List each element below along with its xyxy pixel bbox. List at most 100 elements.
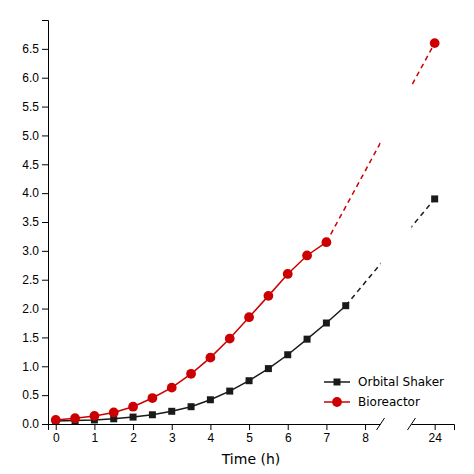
y-tick-mark <box>42 424 48 425</box>
series-line <box>56 306 346 421</box>
point <box>431 195 438 202</box>
y-tick: 0.5 <box>22 388 48 402</box>
point <box>130 414 137 421</box>
y-tick-mark <box>42 78 48 79</box>
y-tick-mark <box>42 251 48 252</box>
x-tick-mark <box>210 424 211 430</box>
y-tick: 5.0 <box>22 129 48 143</box>
legend: Orbital Shaker Bioreactor <box>324 375 444 409</box>
axis-break-mask <box>381 18 412 426</box>
point <box>284 351 291 358</box>
x-tick: 8 <box>362 424 369 445</box>
legend-swatch-marker <box>334 379 341 386</box>
point <box>149 411 156 418</box>
y-tick-label: 1.5 <box>22 331 39 345</box>
y-tick-mark <box>42 107 48 108</box>
y-tick: 3.5 <box>22 215 48 229</box>
point <box>70 413 80 423</box>
x-tick-mark <box>56 424 57 430</box>
x-tick: 24 <box>428 424 442 445</box>
point <box>167 383 177 393</box>
x-tick-label: 3 <box>169 431 176 445</box>
x-tick: 3 <box>169 424 176 445</box>
point <box>207 396 214 403</box>
y-tick: 0.0 <box>22 417 48 431</box>
x-tick-mark <box>94 424 95 430</box>
y-tick: 6.5 <box>22 42 48 56</box>
y-tick-label: 5.5 <box>22 100 39 114</box>
y-tick: 2.5 <box>22 273 48 287</box>
plot: 012345678240.00.51.01.52.02.53.03.54.04.… <box>22 18 454 467</box>
x-tick: 1 <box>92 424 99 445</box>
point <box>226 388 233 395</box>
y-tick-label: 6.5 <box>22 42 39 56</box>
y-tick-mark <box>42 280 48 281</box>
point <box>264 291 274 301</box>
legend-label: Orbital Shaker <box>358 375 444 389</box>
x-tick-mark <box>172 424 173 430</box>
y-tick-mark <box>42 309 48 310</box>
point <box>188 403 195 410</box>
x-tick-label: 5 <box>246 431 253 445</box>
x-tick-mark <box>326 424 327 430</box>
point <box>342 302 349 309</box>
x-tick-label: 7 <box>324 431 331 445</box>
y-tick-mark <box>42 395 48 396</box>
x-tick-mark <box>133 424 134 430</box>
point <box>109 408 119 418</box>
y-tick-label: 2.0 <box>22 302 39 316</box>
x-tick-mark <box>365 424 366 430</box>
y-axis-line <box>42 21 49 425</box>
x-axis: 0 1 2 3 4 5 6 7 8 24 <box>49 424 455 445</box>
x-tick-label: 2 <box>130 431 137 445</box>
y-axis: 0.00.51.01.52.02.53.03.54.04.55.05.56.06… <box>22 21 48 432</box>
y-tick-label: 2.5 <box>22 273 39 287</box>
x-tick-mark <box>249 424 250 430</box>
x-tick-label: 8 <box>362 431 369 445</box>
series-line <box>56 242 327 420</box>
y-tick-mark <box>42 164 48 165</box>
legend-item: Orbital Shaker <box>324 375 444 389</box>
legend-item: Bioreactor <box>324 395 420 409</box>
x-tick: 7 <box>324 424 331 445</box>
point <box>304 336 311 343</box>
x-tick: 0 <box>53 424 60 445</box>
x-tick-label: 6 <box>285 431 292 445</box>
y-tick-label: 6.0 <box>22 71 39 85</box>
x-tick: 4 <box>208 424 215 445</box>
axis-break-mark <box>377 418 385 430</box>
point <box>186 369 196 379</box>
y-tick: 1.0 <box>22 360 48 374</box>
y-tick: 3.0 <box>22 244 48 258</box>
x-axis-title: Time (h) <box>221 451 281 467</box>
y-tick-label: 0.5 <box>22 388 39 402</box>
y-tick-mark <box>42 49 48 50</box>
y-tick: 5.5 <box>22 100 48 114</box>
x-tick-mark <box>288 424 289 430</box>
x-tick-label: 24 <box>428 431 442 445</box>
x-tick-label: 0 <box>53 431 60 445</box>
point <box>90 411 100 421</box>
point <box>225 334 235 344</box>
point <box>206 353 216 363</box>
legend-label: Bioreactor <box>358 395 420 409</box>
y-tick: 1.5 <box>22 331 48 345</box>
y-tick-label: 3.0 <box>22 244 39 258</box>
point <box>128 402 138 412</box>
x-tick-label: 4 <box>208 431 215 445</box>
y-tick-label: 5.0 <box>22 129 39 143</box>
y-tick-label: 0.0 <box>22 417 39 431</box>
point <box>430 38 440 48</box>
x-tick: 2 <box>130 424 137 445</box>
point <box>148 393 158 403</box>
x-tick: 5 <box>246 424 253 445</box>
y-tick-label: 4.5 <box>22 158 39 172</box>
y-tick-mark <box>42 337 48 338</box>
y-tick-label: 3.5 <box>22 215 39 229</box>
y-tick-mark <box>42 193 48 194</box>
point <box>302 251 312 261</box>
x-tick: 6 <box>285 424 292 445</box>
axis-break-mark <box>407 418 415 430</box>
x-tick-label: 1 <box>92 431 99 445</box>
y-tick: 2.0 <box>22 302 48 316</box>
